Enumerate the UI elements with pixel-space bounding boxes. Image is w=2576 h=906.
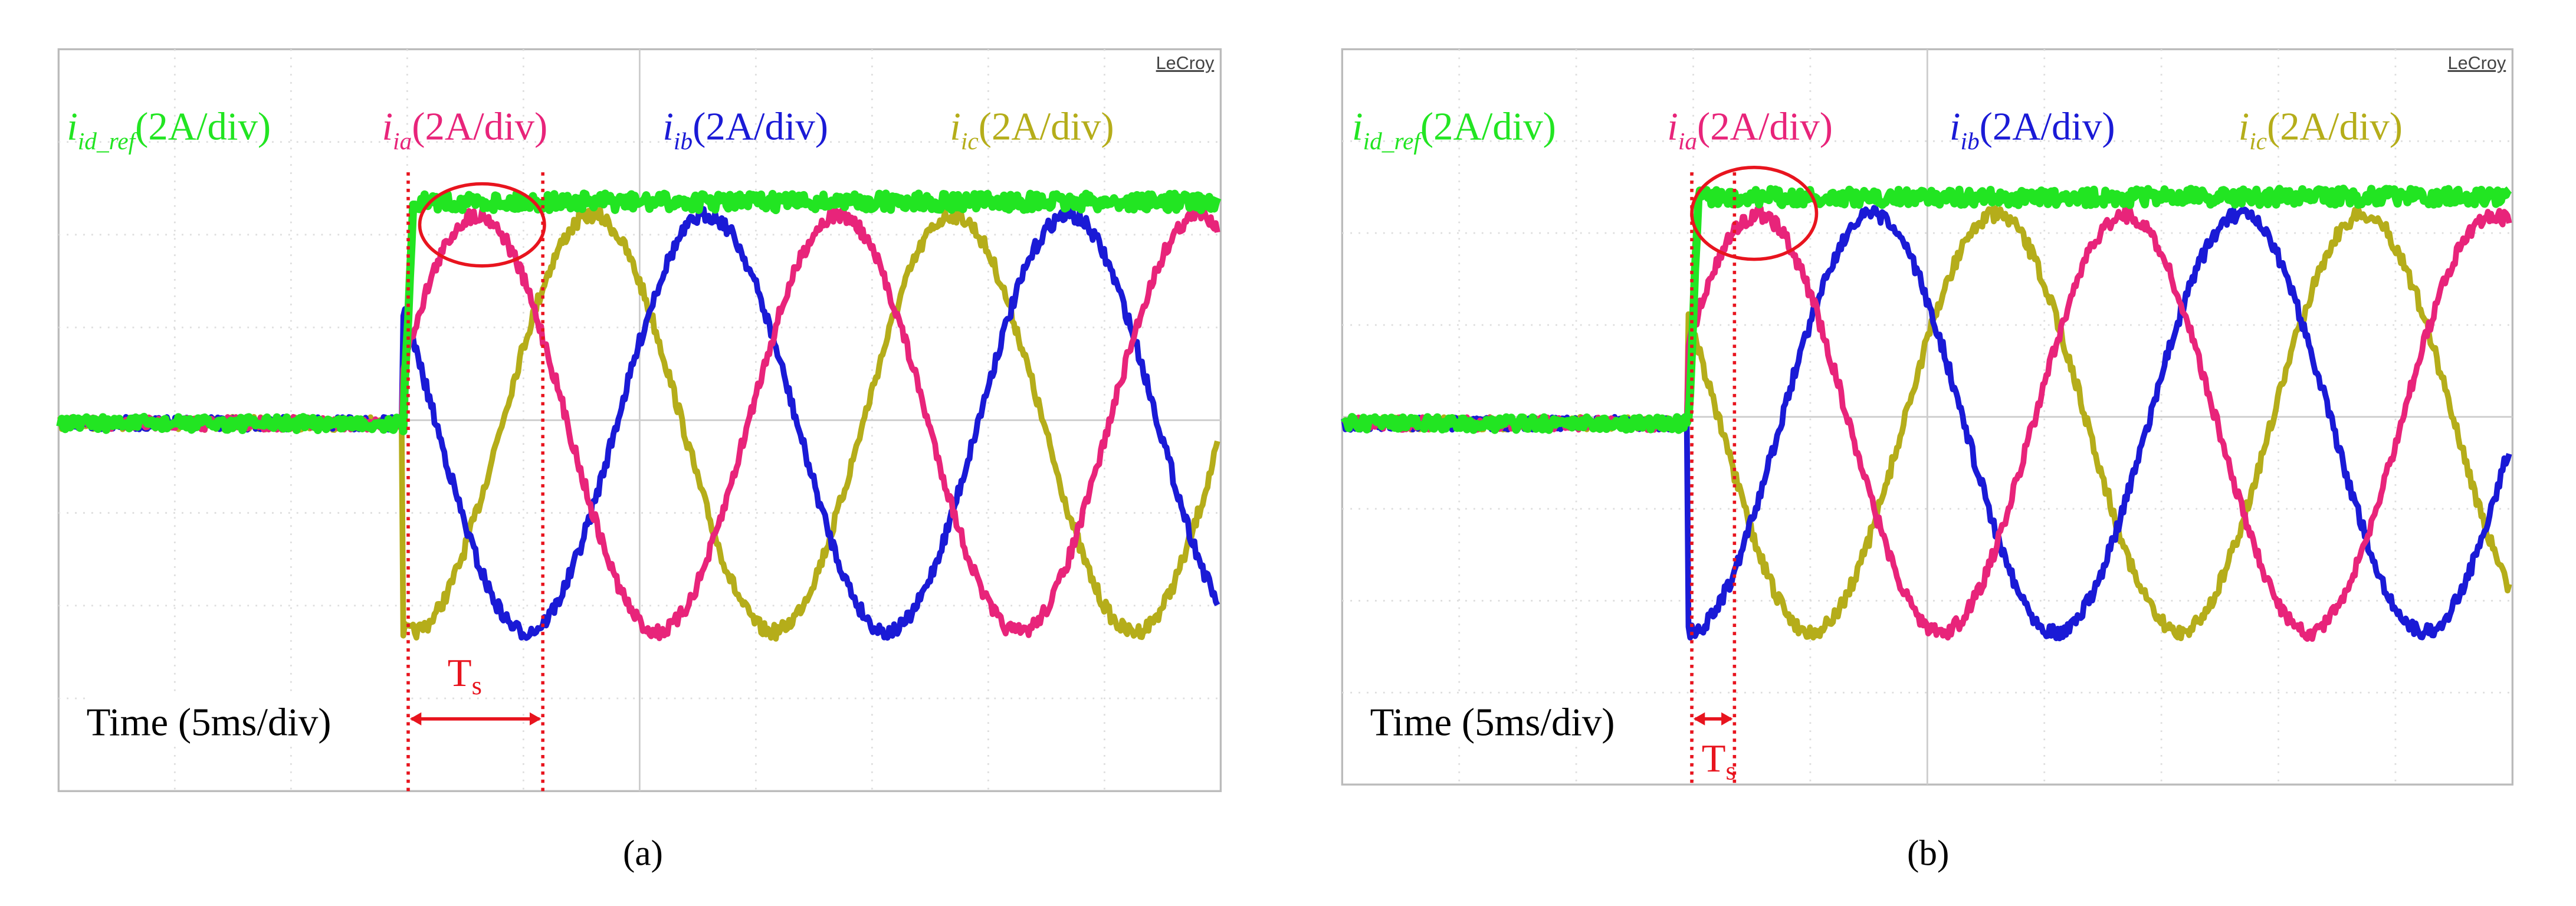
label-symbol: i [950,105,961,149]
trace-label: iib(2A/div) [1950,105,2115,155]
brand: LeCroy [2448,53,2506,73]
trace-label: iia(2A/div) [1667,105,1833,155]
time-label-bg [1370,695,1689,746]
brand: LeCroy [1156,53,1215,73]
interval-label: Ts [448,651,482,700]
label-subscript: ia [393,127,412,155]
arrow-head [409,712,422,726]
label-subscript: s [472,671,482,700]
label-subscript: ic [961,127,979,155]
label-scale: (2A/div) [1420,105,1556,149]
label-symbol: i [1667,105,1678,149]
label-subscript: ic [2249,127,2267,155]
label-symbol: T [448,651,472,695]
label-scale: (2A/div) [1980,105,2115,149]
label-scale: (2A/div) [1697,105,1833,149]
label-subscript: id_ref [1363,127,1424,155]
time-label-bg [86,695,405,746]
label-subscript: ib [1960,127,1979,155]
label-symbol: i [67,105,78,149]
label-scale: (2A/div) [135,105,271,149]
arrow-head [1721,712,1733,726]
arrow-head [529,712,542,726]
trace-label: iic(2A/div) [950,105,1114,155]
label-scale: (2A/div) [412,105,547,149]
caption: (b) [1907,833,1949,873]
label-symbol: T [1702,737,1726,780]
trace-label: iib(2A/div) [662,105,828,155]
label-symbol: i [1950,105,1961,149]
label-scale: (2A/div) [693,105,828,149]
trace-label: iic(2A/div) [2239,105,2403,155]
trace-label: iia(2A/div) [382,105,548,155]
time-label: Time (5ms/div) [1370,701,1615,744]
trace-label: iid_ref(2A/div) [67,105,271,155]
arrow-head [1693,712,1705,726]
label-scale: (2A/div) [2267,105,2403,149]
label-symbol: i [2239,105,2250,149]
caption: (a) [623,833,663,873]
trace-label: iid_ref(2A/div) [1352,105,1556,155]
label-symbol: i [1352,105,1363,149]
label-symbol: i [382,105,393,149]
waveform [1340,185,2512,434]
label-symbol: i [662,105,674,149]
label-subscript: id_ref [78,127,139,155]
label-subscript: ib [674,127,693,155]
label-subscript: s [1726,756,1736,786]
interval-label: Ts [1702,737,1736,786]
label-scale: (2A/div) [979,105,1114,149]
label-subscript: ia [1678,127,1697,155]
waveform [56,189,1222,435]
time-label: Time (5ms/div) [87,701,332,744]
